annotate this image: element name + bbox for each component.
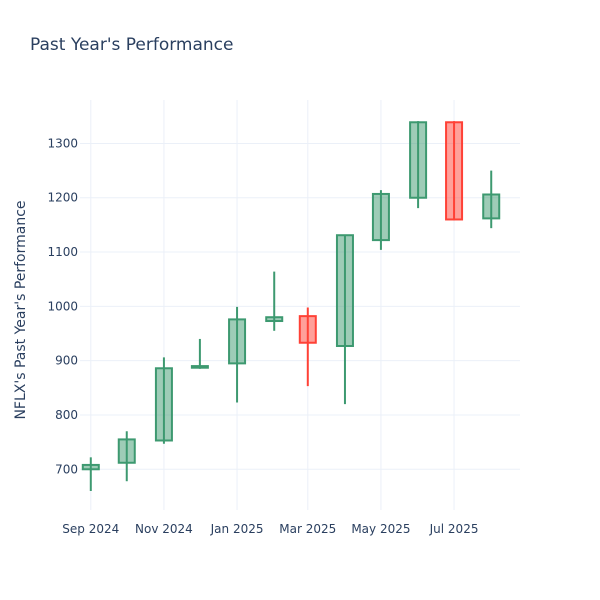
candle [409, 121, 428, 209]
candle-body [409, 121, 428, 199]
candle-body [228, 318, 247, 365]
y-axis-title: NFLX's Past Year's Performance [13, 200, 29, 419]
candle-body [335, 234, 354, 347]
candle [228, 306, 247, 403]
chart-title: Past Year's Performance [30, 35, 234, 55]
x-tick-label: Mar 2025 [279, 522, 336, 536]
candle-body [371, 192, 390, 242]
candle [445, 121, 464, 221]
candle-body [482, 193, 501, 220]
candle [371, 190, 390, 250]
x-tick-label: May 2025 [351, 522, 410, 536]
y-tick-label: 1300 [47, 136, 78, 150]
candle [265, 271, 284, 331]
candle-body [190, 365, 209, 369]
candle [117, 431, 136, 482]
candle [482, 170, 501, 229]
candle-body [298, 315, 317, 344]
candle [335, 234, 354, 405]
y-tick-label: 1200 [47, 191, 78, 205]
x-tick-label: Nov 2024 [135, 522, 193, 536]
candle-body [154, 367, 173, 442]
candle-body [81, 463, 100, 471]
x-tick-label: Sep 2024 [62, 522, 119, 536]
tick-layer: Sep 2024 Nov 2024 Jan 2025 Mar 2025 May 2025… [47, 136, 478, 536]
candle-layer [81, 121, 501, 491]
candle-body [445, 121, 464, 221]
candle-body [265, 316, 284, 323]
x-tick-label: Jan 2025 [210, 522, 264, 536]
y-tick-label: 700 [55, 462, 78, 476]
candle [190, 338, 209, 369]
candle [81, 457, 100, 491]
y-tick-label: 1100 [47, 245, 78, 259]
y-tick-label: 800 [55, 408, 78, 422]
y-tick-label: 1000 [47, 299, 78, 313]
x-tick-label: Jul 2025 [429, 522, 479, 536]
candle [154, 357, 173, 444]
y-tick-label: 900 [55, 354, 78, 368]
candle-body [117, 438, 136, 464]
candle [298, 307, 317, 387]
